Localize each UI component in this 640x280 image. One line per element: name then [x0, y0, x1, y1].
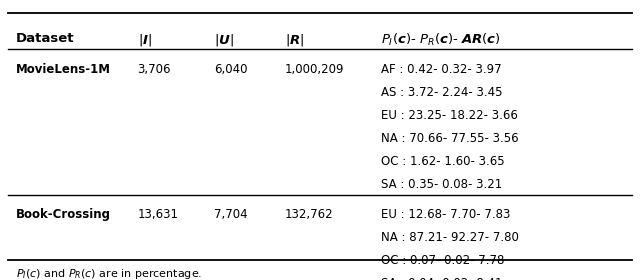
Text: $\boldsymbol{P_I}(\boldsymbol{c})$- $\boldsymbol{P_R}(\boldsymbol{c})$- $\boldsy: $\boldsymbol{P_I}(\boldsymbol{c})$- $\bo…	[381, 32, 500, 48]
Text: MovieLens-1M: MovieLens-1M	[16, 63, 111, 76]
Text: $|\boldsymbol{U}|$: $|\boldsymbol{U}|$	[214, 32, 234, 48]
Text: $|\boldsymbol{R}|$: $|\boldsymbol{R}|$	[285, 32, 304, 48]
Text: SA : 0.04- 0.02- 8.41: SA : 0.04- 0.02- 8.41	[381, 277, 502, 280]
Text: OC : 0.07- 0.02- 7.78: OC : 0.07- 0.02- 7.78	[381, 254, 504, 267]
Text: EU : 12.68- 7.70- 7.83: EU : 12.68- 7.70- 7.83	[381, 208, 510, 221]
Text: $\boldsymbol{P_I}(c)$ and $\boldsymbol{P_R}(c)$ are in percentage.: $\boldsymbol{P_I}(c)$ and $\boldsymbol{P…	[16, 267, 202, 280]
Text: NA : 70.66- 77.55- 3.56: NA : 70.66- 77.55- 3.56	[381, 132, 518, 145]
Text: 6,040: 6,040	[214, 63, 248, 76]
Text: NA : 87.21- 92.27- 7.80: NA : 87.21- 92.27- 7.80	[381, 231, 518, 244]
Text: 3,706: 3,706	[138, 63, 171, 76]
Text: 132,762: 132,762	[285, 208, 333, 221]
Text: 13,631: 13,631	[138, 208, 179, 221]
Text: Dataset: Dataset	[16, 32, 74, 45]
Text: $|\boldsymbol{I}|$: $|\boldsymbol{I}|$	[138, 32, 152, 48]
Text: Book-Crossing: Book-Crossing	[16, 208, 111, 221]
Text: 7,704: 7,704	[214, 208, 248, 221]
Text: 1,000,209: 1,000,209	[285, 63, 344, 76]
Text: EU : 23.25- 18.22- 3.66: EU : 23.25- 18.22- 3.66	[381, 109, 518, 122]
Text: SA : 0.35- 0.08- 3.21: SA : 0.35- 0.08- 3.21	[381, 178, 502, 191]
Text: AF : 0.42- 0.32- 3.97: AF : 0.42- 0.32- 3.97	[381, 63, 501, 76]
Text: AS : 3.72- 2.24- 3.45: AS : 3.72- 2.24- 3.45	[381, 86, 502, 99]
Text: OC : 1.62- 1.60- 3.65: OC : 1.62- 1.60- 3.65	[381, 155, 504, 168]
